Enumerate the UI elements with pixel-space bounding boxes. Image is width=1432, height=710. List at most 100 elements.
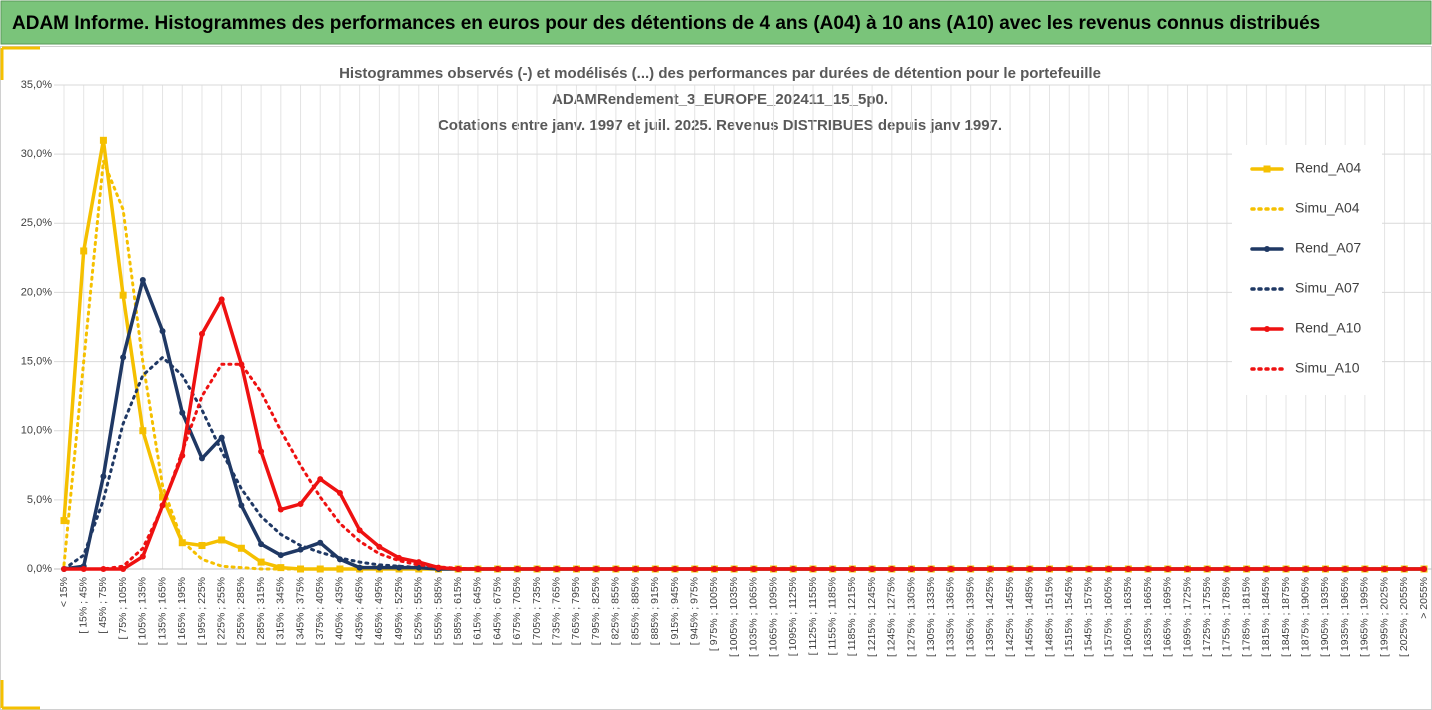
marker: [258, 448, 265, 455]
x-tick-label: [ 1635% ; 1665%: [1142, 577, 1154, 657]
marker: [159, 493, 167, 501]
marker: [179, 409, 186, 416]
x-tick-label: [ 945% ; 975%: [689, 577, 701, 645]
x-tick-label: [ 1875% ; 1905%: [1300, 577, 1312, 657]
marker: [139, 427, 147, 435]
marker: [297, 501, 304, 508]
marker: [178, 539, 186, 547]
x-tick-label: [ 1005% ; 1035%: [728, 577, 740, 657]
marker: [1381, 566, 1388, 572]
marker: [218, 536, 226, 544]
x-tick-label: [ 765% ; 795%: [570, 577, 582, 645]
x-tick-label: [ 405% ; 435%: [334, 577, 346, 645]
x-tick-label: [ 825% ; 855%: [610, 577, 622, 645]
marker: [60, 517, 68, 525]
x-tick-label: [ 1995% ; 2025%: [1378, 577, 1390, 657]
x-tick-label: [ 1425% ; 1455%: [1004, 577, 1016, 657]
x-tick-label: [ 735% ; 765%: [551, 577, 563, 645]
marker: [257, 558, 265, 566]
marker: [356, 564, 363, 571]
x-tick-label: [ 1215% ; 1245%: [866, 577, 878, 657]
x-tick-label: [ 1935% ; 1965%: [1339, 577, 1351, 657]
x-tick-label: [ 795% ; 825%: [590, 577, 602, 645]
x-tick-label: [ 195% ; 225%: [196, 577, 208, 645]
marker: [198, 541, 206, 549]
x-tick-label: [ 975% ; 1005%: [708, 577, 720, 651]
x-tick-label: [ 1065% ; 1095%: [767, 577, 779, 657]
x-tick-label: [ 1245% ; 1275%: [886, 577, 898, 657]
x-tick-label: [ 255% ; 285%: [235, 577, 247, 645]
x-tick-label: [ 1125% ; 1155%: [807, 577, 819, 655]
x-tick-label: [ 1095% ; 1125%: [787, 577, 799, 656]
marker: [218, 434, 225, 441]
chart-title: ADAMRendement_3_EUROPE_202411_15_5p0.: [552, 91, 888, 108]
marker: [317, 539, 324, 546]
legend-label: Rend_A04: [1295, 160, 1361, 176]
y-tick-label: 0,0%: [27, 563, 52, 575]
corner-accent: [0, 46, 40, 710]
x-tick-label: [ 705% ; 735%: [531, 577, 543, 645]
marker: [218, 296, 225, 303]
marker: [297, 565, 305, 573]
y-tick-label: 15,0%: [21, 355, 52, 367]
x-tick-label: [ 1545% ; 1575%: [1083, 577, 1095, 657]
x-tick-label: [ 615% ; 645%: [472, 577, 484, 645]
marker: [317, 476, 324, 483]
x-tick-label: [ 1665% ; 1695%: [1162, 577, 1174, 657]
x-tick-label: [ 1365% ; 1395%: [964, 577, 976, 657]
marker: [612, 566, 619, 572]
x-tick-label: [ 855% ; 885%: [629, 577, 641, 645]
x-tick-label: [ 915% ; 945%: [669, 577, 681, 645]
legend-marker: [1263, 165, 1271, 173]
x-tick-label: [ 465% ; 495%: [373, 577, 385, 645]
x-tick-label: [ 1785% ; 1815%: [1240, 577, 1252, 657]
y-tick-label: 25,0%: [21, 217, 52, 229]
x-tick-label: [ 15% ; 45%: [77, 577, 89, 634]
x-tick-label: [ 645% ; 675%: [491, 577, 503, 645]
header-bar: [0, 0, 1432, 45]
marker: [632, 566, 639, 572]
x-tick-label: > 2055%: [1418, 577, 1430, 619]
y-tick-label: 5,0%: [27, 494, 52, 506]
chart-title: Histogrammes observés (-) et modélisés (…: [339, 65, 1101, 82]
x-tick-label: [ 1455% ; 1485%: [1024, 577, 1036, 657]
marker: [99, 136, 107, 144]
legend-label: Rend_A10: [1295, 320, 1361, 336]
marker: [376, 543, 383, 550]
marker: [1361, 566, 1368, 572]
marker: [159, 328, 166, 335]
marker: [198, 330, 205, 337]
marker: [316, 565, 324, 573]
marker: [336, 489, 343, 496]
x-tick-label: [ 1305% ; 1335%: [925, 577, 937, 657]
marker: [731, 566, 738, 572]
marker: [1164, 566, 1171, 572]
x-tick-label: [ 1395% ; 1425%: [984, 577, 996, 657]
x-tick-label: [ 45% ; 75%: [97, 577, 109, 634]
x-tick-label: [ 435% ; 465%: [353, 577, 365, 645]
x-tick-label: [ 1335% ; 1365%: [945, 577, 957, 657]
x-tick-label: [ 105% ; 135%: [137, 577, 149, 645]
marker: [947, 566, 954, 572]
marker: [100, 566, 107, 572]
marker: [100, 473, 107, 480]
x-tick-label: [ 555% ; 585%: [432, 577, 444, 645]
legend-label: Rend_A07: [1295, 240, 1361, 256]
series-line: [62, 362, 1426, 571]
marker: [277, 506, 284, 513]
x-tick-label: [ 1845% ; 1875%: [1280, 577, 1292, 657]
y-tick-label: 10,0%: [21, 425, 52, 437]
x-tick-label: [ 135% ; 165%: [156, 577, 168, 645]
marker: [1066, 566, 1073, 572]
x-tick-label: [ 1815% ; 1845%: [1260, 577, 1272, 657]
x-tick-label: [ 1485% ; 1515%: [1043, 577, 1055, 657]
marker: [1263, 566, 1270, 572]
x-tick-label: [ 315% ; 345%: [275, 577, 287, 645]
x-tick-label: [ 1275% ; 1305%: [905, 577, 917, 657]
x-tick-label: [ 75% ; 105%: [117, 577, 129, 639]
x-tick-label: [ 585% ; 615%: [452, 577, 464, 645]
y-tick-label: 35,0%: [21, 79, 52, 91]
marker: [829, 566, 836, 572]
x-tick-label: [ 1695% ; 1725%: [1181, 577, 1193, 657]
